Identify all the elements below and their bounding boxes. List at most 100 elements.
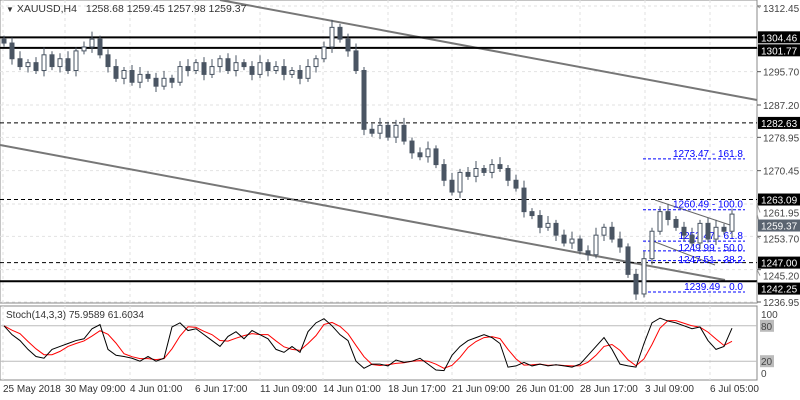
candle-body (337, 26, 343, 40)
stoch-level-label: 20 (761, 357, 773, 368)
candle-body (241, 62, 247, 68)
symbol-label: XAUUSD,H4 (16, 3, 77, 15)
candle-body (329, 26, 335, 48)
candle-body (233, 62, 239, 71)
x-tick-label: 3 Jul 09:00 (645, 384, 694, 395)
y-tick-label: 1253.70 (763, 235, 800, 246)
candle-body (193, 62, 199, 71)
candle-body (113, 66, 119, 79)
candle-body (673, 218, 679, 228)
candle-body (465, 171, 471, 177)
candle-body (617, 238, 623, 248)
sr-price-label: 1242.25 (761, 285, 798, 296)
y-tick-label: 1278.95 (763, 133, 800, 144)
dropdown-triangle-icon[interactable]: ▼ (6, 5, 14, 14)
candle-body (417, 152, 423, 158)
candle-body (505, 168, 511, 181)
candle-body (9, 42, 15, 60)
candle-body (569, 238, 575, 244)
x-tick-label: 4 Jun 01:00 (130, 384, 183, 395)
candle-body (585, 250, 591, 256)
y-tick-label: 1261.95 (763, 209, 800, 220)
sr-price-label: 1304.46 (761, 33, 798, 44)
candle-body (137, 73, 143, 83)
candle-body (657, 211, 663, 232)
candle-body (1, 38, 7, 44)
sr-price-label: 1282.63 (761, 119, 798, 130)
candle-body (81, 46, 87, 52)
candle-body (89, 38, 95, 48)
candle-body (153, 77, 159, 87)
candle-body (305, 66, 311, 79)
channel-lower-line (0, 144, 726, 281)
y-tick-label: 1312.45 (763, 4, 800, 15)
fib-level-label: 1252.47 - 61.8 (679, 231, 744, 242)
candle-body (129, 69, 135, 83)
sr-price-label: 1247.00 (761, 259, 798, 270)
x-tick-label: 28 Jun 17:00 (580, 384, 638, 395)
stoch-level-box (760, 319, 774, 332)
candle-body (489, 164, 495, 173)
sr-price-box (758, 282, 800, 295)
candle-body (33, 62, 39, 71)
candle-body (49, 54, 55, 68)
candle-body (609, 226, 615, 240)
candle-body (105, 54, 111, 68)
candle-body (161, 77, 167, 87)
candle-body (361, 69, 367, 130)
candle-body (225, 58, 231, 71)
candle-body (217, 58, 223, 68)
x-tick-label: 26 Jun 01:00 (516, 384, 574, 395)
candle-body (689, 234, 695, 244)
channel-upper-line (219, 0, 758, 101)
y-tick-label: 1245.20 (763, 272, 800, 283)
fib-level-label: 1260.49 - 100.0 (673, 200, 743, 211)
sr-price-label: 1301.77 (761, 46, 798, 57)
main-panel-frame (0, 0, 758, 304)
candle-body (425, 148, 431, 158)
candle-body (441, 164, 447, 181)
candle-body (393, 124, 399, 138)
y-tick-label: 1287.20 (763, 101, 800, 112)
candle-body (257, 62, 263, 75)
candle-body (721, 226, 727, 232)
candle-body (25, 62, 31, 68)
current-price-box (758, 219, 800, 232)
candle-body (625, 246, 631, 275)
candle-body (713, 226, 719, 240)
fib-level-label: 1247.51 - 38.2 (679, 255, 744, 266)
x-tick-label: 21 Jun 09:00 (452, 384, 510, 395)
sr-price-label: 1263.09 (761, 196, 798, 207)
candle-body (513, 179, 519, 189)
candle-body (561, 234, 567, 244)
candle-body (601, 226, 607, 236)
candle-body (665, 211, 671, 220)
stoch-title: Stoch(14,3,3) 75.9589 61.6034 (6, 310, 144, 321)
candle-body (633, 273, 639, 295)
wedge-upper-line (654, 199, 731, 226)
x-tick-label: 6 Jul 05:00 (710, 384, 759, 395)
candle-body (209, 66, 215, 75)
y-tick-label: 1295.70 (763, 68, 800, 79)
sr-price-box (758, 193, 800, 206)
candle-body (297, 69, 303, 79)
candle-body (537, 215, 543, 228)
y-tick-label: 1236.95 (763, 298, 800, 309)
stoch-level-label: 0 (761, 369, 767, 380)
axis-label-connector (756, 235, 761, 239)
candle-body (409, 140, 415, 154)
candle-body (65, 58, 71, 71)
candle-body (273, 66, 279, 71)
candle-body (41, 54, 47, 71)
y-tick-label: 1270.45 (763, 167, 800, 178)
candle-body (457, 171, 463, 193)
stoch-panel-frame (0, 305, 758, 381)
stoch-k-line (3, 317, 733, 372)
candle-body (521, 187, 527, 213)
candle-body (313, 58, 319, 68)
candle-body (449, 179, 455, 193)
current-price-label: 1259.37 (761, 222, 798, 233)
candle-body (185, 66, 191, 71)
